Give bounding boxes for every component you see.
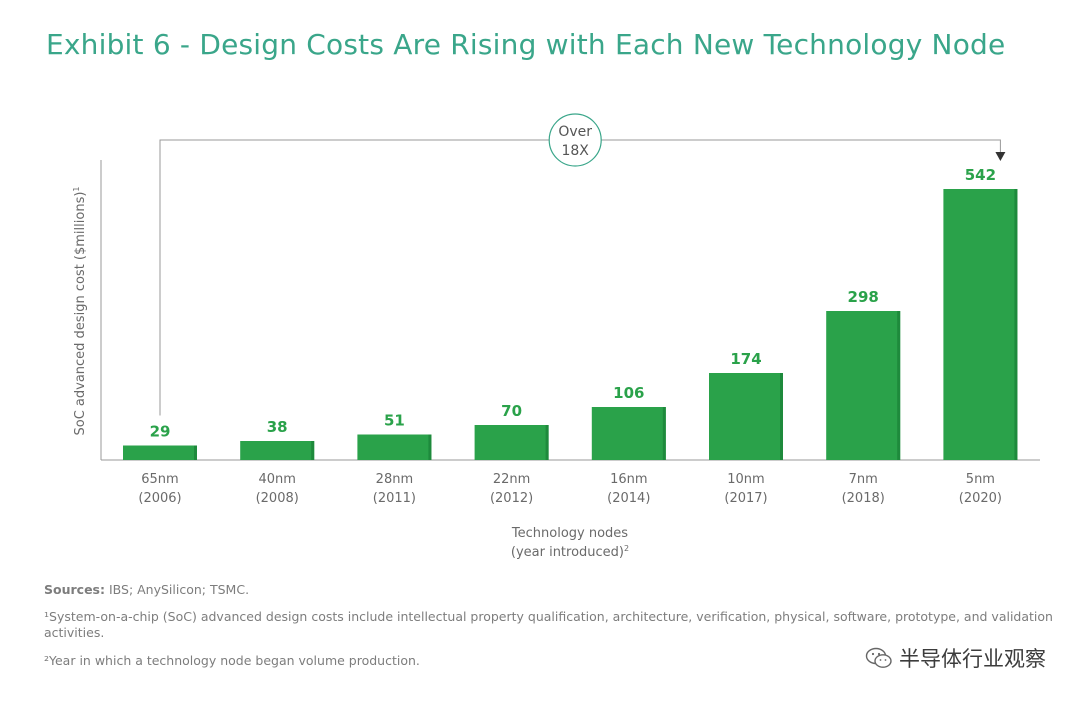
x-axis-label-line1: Technology nodes bbox=[511, 526, 628, 541]
bar-16nm bbox=[591, 407, 666, 460]
x-tick-year: (2018) bbox=[842, 491, 885, 506]
bar-65nm bbox=[123, 445, 197, 460]
bar-value-label: 70 bbox=[501, 402, 522, 420]
bar-shade-16nm bbox=[662, 407, 666, 460]
x-tick-label: 22nm bbox=[493, 472, 530, 487]
x-axis-label-line2: (year introduced)2 bbox=[511, 544, 629, 560]
x-tick-year: (2011) bbox=[373, 491, 416, 506]
bar-value-label: 51 bbox=[384, 412, 405, 430]
bar-22nm bbox=[474, 425, 549, 460]
bar-shade-7nm bbox=[897, 311, 901, 460]
annotation-bubble bbox=[548, 113, 602, 167]
x-tick-label: 65nm bbox=[141, 472, 178, 487]
annotation-arrowhead bbox=[995, 152, 1006, 161]
bars-group: 29 65nm (2006) 38 40nm (2008) 51 28nm (2011) 70 22… bbox=[123, 166, 1018, 506]
bar-28nm bbox=[357, 434, 432, 460]
bar-value-label: 106 bbox=[613, 384, 644, 402]
footnote-2-text: Year in which a technology node began vo… bbox=[49, 653, 420, 668]
y-axis-label: SoC advanced design cost ($millions)1 bbox=[72, 186, 88, 435]
x-tick-year: (2012) bbox=[490, 491, 533, 506]
bar-shade-10nm bbox=[780, 373, 783, 460]
x-tick-label: 16nm bbox=[610, 472, 647, 487]
footnote-2: ²Year in which a technology node began v… bbox=[44, 653, 1060, 669]
footnote-1-text: System-on-a-chip (SoC) advanced design c… bbox=[44, 609, 1053, 640]
chart-title: Exhibit 6 - Design Costs Are Rising with… bbox=[46, 28, 1006, 61]
bar-value-label: 298 bbox=[848, 288, 879, 306]
bar-shade-40nm bbox=[311, 441, 315, 460]
annotation-text-line2: 18X bbox=[561, 143, 589, 159]
sources-text: IBS; AnySilicon; TSMC. bbox=[108, 582, 250, 597]
watermark-text: 半导体行业观察 bbox=[899, 647, 1046, 671]
bar-shade-5nm bbox=[1014, 189, 1018, 460]
x-tick-year: (2008) bbox=[256, 491, 299, 506]
x-tick-year: (2020) bbox=[959, 491, 1002, 506]
x-tick-label: 40nm bbox=[258, 472, 295, 487]
x-tick-year: (2017) bbox=[724, 491, 767, 506]
x-tick-label: 7nm bbox=[849, 472, 878, 487]
bar-40nm bbox=[240, 441, 315, 460]
footnote-1: ¹System-on-a-chip (SoC) advanced design … bbox=[44, 609, 1060, 641]
footnote-2-marker: ² bbox=[44, 653, 50, 668]
bar-value-label: 542 bbox=[965, 166, 996, 184]
x-tick-label: 28nm bbox=[376, 472, 413, 487]
x-tick-label: 10nm bbox=[727, 472, 764, 487]
bar-shade-28nm bbox=[428, 434, 432, 460]
annotation-text-line1: Over bbox=[558, 124, 592, 140]
footnote-1-marker: ¹ bbox=[44, 609, 50, 624]
bar-chart: SoC advanced design cost ($millions)1 29… bbox=[72, 113, 1040, 560]
bar-value-label: 29 bbox=[150, 423, 171, 441]
bar-shade-65nm bbox=[194, 445, 197, 460]
wechat-icon bbox=[865, 647, 892, 668]
watermark: 半导体行业观察 bbox=[865, 643, 1046, 673]
bar-shade-22nm bbox=[545, 425, 549, 460]
bar-value-label: 38 bbox=[267, 418, 288, 436]
bar-5nm bbox=[943, 189, 1018, 460]
bar-10nm bbox=[709, 373, 783, 460]
growth-annotation: Over 18X bbox=[159, 113, 1006, 416]
x-tick-label: 5nm bbox=[966, 472, 995, 487]
x-tick-year: (2014) bbox=[607, 491, 650, 506]
x-tick-year: (2006) bbox=[138, 491, 181, 506]
sources-label: Sources: bbox=[44, 582, 105, 597]
sources-note: Sources: IBS; AnySilicon; TSMC. bbox=[44, 582, 1060, 598]
bar-value-label: 174 bbox=[730, 350, 761, 368]
bar-7nm bbox=[826, 311, 901, 460]
